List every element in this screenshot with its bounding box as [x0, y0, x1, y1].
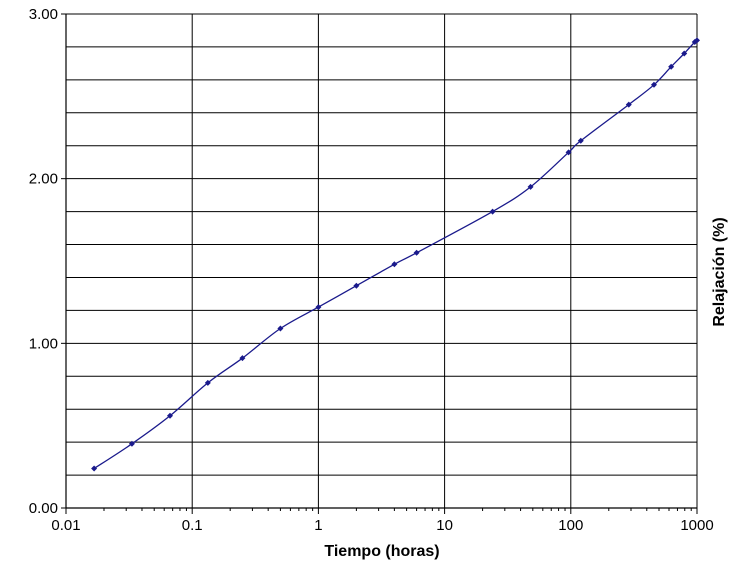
- series-line: [93, 39, 698, 470]
- data-point: [681, 50, 688, 57]
- data-point: [668, 63, 675, 70]
- data-point: [489, 208, 496, 215]
- data-point: [694, 37, 700, 44]
- series: [91, 37, 700, 472]
- data-point: [577, 137, 584, 144]
- x-tick-label: 10: [436, 517, 453, 534]
- data-point: [167, 412, 174, 419]
- data-point: [315, 304, 322, 311]
- data-point: [128, 440, 135, 447]
- data-point: [204, 379, 211, 386]
- data-point: [91, 465, 98, 472]
- data-point: [565, 149, 572, 156]
- y-tick-label: 1.00: [29, 335, 58, 352]
- data-point: [239, 355, 246, 362]
- data-point: [391, 261, 398, 268]
- x-tick-label: 1: [314, 517, 322, 534]
- data-point: [650, 81, 657, 88]
- tick-labels: 0.00 1.00 2.00 3.00 0.01 0.1 1 10 100 1000: [29, 6, 714, 534]
- data-point: [277, 325, 284, 332]
- x-tick-label: 1000: [680, 517, 713, 534]
- y-tick-label: 3.00: [29, 6, 58, 23]
- data-point: [625, 101, 632, 108]
- y-tick-label: 0.00: [29, 500, 58, 517]
- x-tick-label: 100: [558, 517, 583, 534]
- x-tick-label: 0.1: [182, 517, 203, 534]
- data-point: [527, 183, 534, 190]
- x-tick-label: 0.01: [51, 517, 80, 534]
- data-point: [353, 282, 360, 289]
- grid: [66, 13, 698, 508]
- data-point: [413, 249, 420, 256]
- y-axis-title: Relajación (%): [711, 217, 728, 326]
- x-axis-title: Tiempo (horas): [324, 543, 439, 560]
- y-tick-label: 2.00: [29, 171, 58, 188]
- axes: [61, 13, 698, 514]
